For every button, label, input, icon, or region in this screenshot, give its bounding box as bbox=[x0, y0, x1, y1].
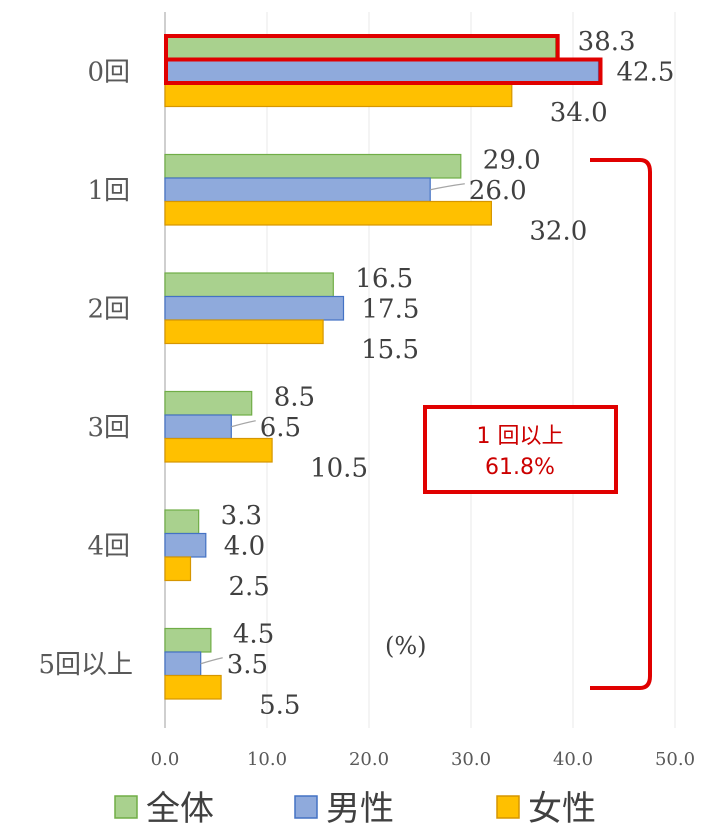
bar bbox=[164, 674, 222, 700]
value-label: 8.5 bbox=[274, 383, 315, 413]
x-tick-label: 10.0 bbox=[247, 749, 287, 770]
callout-line2: 61.8% bbox=[485, 455, 555, 480]
value-labels: 38.342.534.029.026.032.016.517.515.58.56… bbox=[221, 27, 675, 721]
value-label: 26.0 bbox=[469, 176, 527, 206]
callout-box bbox=[423, 405, 618, 494]
value-label: 10.5 bbox=[310, 454, 368, 484]
value-label: 42.5 bbox=[617, 58, 675, 88]
unit-label: (%) bbox=[385, 632, 427, 660]
value-label: 16.5 bbox=[355, 264, 413, 294]
bar bbox=[164, 272, 334, 298]
category-labels: 0回 1回 2回 3回 4回 5回以上 bbox=[38, 57, 133, 680]
bar bbox=[164, 82, 513, 108]
x-tick-label: 50.0 bbox=[655, 749, 695, 770]
legend-label: 全体 bbox=[146, 789, 214, 829]
bar bbox=[164, 532, 207, 558]
category-label: 5回以上 bbox=[38, 650, 133, 680]
legend-swatch bbox=[114, 795, 138, 819]
value-label: 38.3 bbox=[578, 27, 636, 57]
bar bbox=[164, 295, 345, 321]
legend-swatch bbox=[496, 795, 520, 819]
bar bbox=[164, 58, 600, 84]
bar bbox=[164, 153, 462, 179]
x-tick-label: 40.0 bbox=[553, 749, 593, 770]
value-label: 3.5 bbox=[227, 650, 268, 680]
value-label: 29.0 bbox=[483, 146, 541, 176]
legend-swatch bbox=[294, 795, 318, 819]
callout-line1: 1 回以上 bbox=[477, 424, 564, 449]
x-tick-label: 0.0 bbox=[151, 749, 180, 770]
x-tick-label: 30.0 bbox=[451, 749, 491, 770]
bar bbox=[164, 177, 431, 203]
leader-line bbox=[231, 420, 256, 428]
x-tick-label: 20.0 bbox=[349, 749, 389, 770]
bar bbox=[164, 319, 324, 345]
category-label: 1回 bbox=[87, 176, 130, 206]
bar bbox=[164, 509, 200, 535]
gridlines bbox=[164, 12, 676, 728]
bar bbox=[164, 437, 273, 463]
value-label: 3.3 bbox=[221, 501, 262, 531]
leader-line bbox=[430, 183, 465, 191]
legend: 全体 男性 女性 bbox=[114, 789, 596, 829]
bar bbox=[164, 627, 212, 653]
leader-lines bbox=[200, 183, 465, 665]
callout: 1 回以上 61.8% bbox=[423, 158, 652, 690]
value-label: 34.0 bbox=[550, 98, 608, 128]
legend-label: 女性 bbox=[528, 789, 596, 829]
bar bbox=[164, 35, 557, 61]
bar bbox=[164, 200, 492, 226]
bar bbox=[164, 651, 202, 677]
bar bbox=[164, 414, 232, 440]
value-label: 32.0 bbox=[529, 217, 587, 247]
category-label: 3回 bbox=[87, 413, 130, 443]
highlight-boxes bbox=[164, 34, 603, 85]
bar bbox=[164, 556, 192, 582]
leader-line bbox=[200, 657, 223, 665]
category-label: 2回 bbox=[87, 294, 130, 324]
value-label: 4.0 bbox=[224, 532, 265, 562]
value-label: 6.5 bbox=[260, 413, 301, 443]
value-label: 17.5 bbox=[362, 295, 420, 325]
value-label: 15.5 bbox=[361, 335, 419, 365]
value-label: 2.5 bbox=[229, 572, 270, 602]
bar bbox=[164, 390, 253, 416]
x-tick-labels: 0.0 10.0 20.0 30.0 40.0 50.0 bbox=[151, 749, 695, 770]
bars bbox=[164, 35, 600, 700]
category-label: 4回 bbox=[87, 531, 130, 561]
bracket bbox=[590, 158, 652, 690]
value-label: 5.5 bbox=[259, 691, 300, 721]
highlight-box bbox=[164, 57, 603, 85]
category-label: 0回 bbox=[87, 57, 130, 87]
legend-label: 男性 bbox=[326, 789, 394, 829]
value-label: 4.5 bbox=[233, 620, 274, 650]
